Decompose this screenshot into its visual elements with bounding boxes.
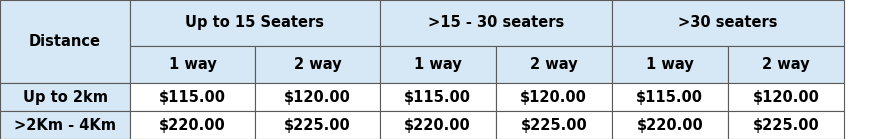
Text: Up to 2km: Up to 2km — [23, 90, 107, 105]
Text: $120.00: $120.00 — [752, 90, 818, 105]
Bar — [495, 83, 611, 111]
Text: >15 - 30 seaters: >15 - 30 seaters — [427, 15, 564, 30]
Bar — [379, 46, 495, 83]
Bar — [130, 83, 255, 111]
Text: $115.00: $115.00 — [159, 90, 226, 105]
Bar — [611, 83, 727, 111]
Text: >30 seaters: >30 seaters — [677, 15, 777, 30]
Text: 1 way: 1 way — [645, 57, 693, 72]
Text: $220.00: $220.00 — [159, 118, 226, 133]
Bar — [611, 0, 843, 46]
Bar — [727, 46, 843, 83]
Bar — [255, 83, 379, 111]
Bar — [130, 0, 379, 46]
Text: 1 way: 1 way — [414, 57, 461, 72]
Bar — [611, 46, 727, 83]
Bar — [255, 46, 379, 83]
Text: $220.00: $220.00 — [404, 118, 471, 133]
Text: >2Km - 4Km: >2Km - 4Km — [14, 118, 116, 133]
Text: $220.00: $220.00 — [636, 118, 702, 133]
Bar — [611, 111, 727, 139]
Bar — [130, 46, 255, 83]
Bar — [130, 111, 255, 139]
Text: Up to 15 Seaters: Up to 15 Seaters — [185, 15, 324, 30]
Text: $225.00: $225.00 — [284, 118, 350, 133]
Bar — [0, 111, 130, 139]
Bar — [0, 0, 130, 83]
Bar — [379, 0, 611, 46]
Text: $120.00: $120.00 — [520, 90, 587, 105]
Text: 2 way: 2 way — [293, 57, 341, 72]
Bar — [379, 83, 495, 111]
Text: $120.00: $120.00 — [284, 90, 350, 105]
Text: 2 way: 2 way — [761, 57, 809, 72]
Bar — [495, 46, 611, 83]
Bar — [255, 111, 379, 139]
Bar — [495, 111, 611, 139]
Bar — [727, 111, 843, 139]
Bar — [0, 83, 130, 111]
Text: $115.00: $115.00 — [636, 90, 702, 105]
Bar — [727, 83, 843, 111]
Text: 1 way: 1 way — [169, 57, 216, 72]
Text: Distance: Distance — [29, 34, 101, 49]
Text: $225.00: $225.00 — [752, 118, 818, 133]
Bar — [379, 111, 495, 139]
Text: 2 way: 2 way — [529, 57, 577, 72]
Text: $115.00: $115.00 — [404, 90, 471, 105]
Text: $225.00: $225.00 — [520, 118, 587, 133]
